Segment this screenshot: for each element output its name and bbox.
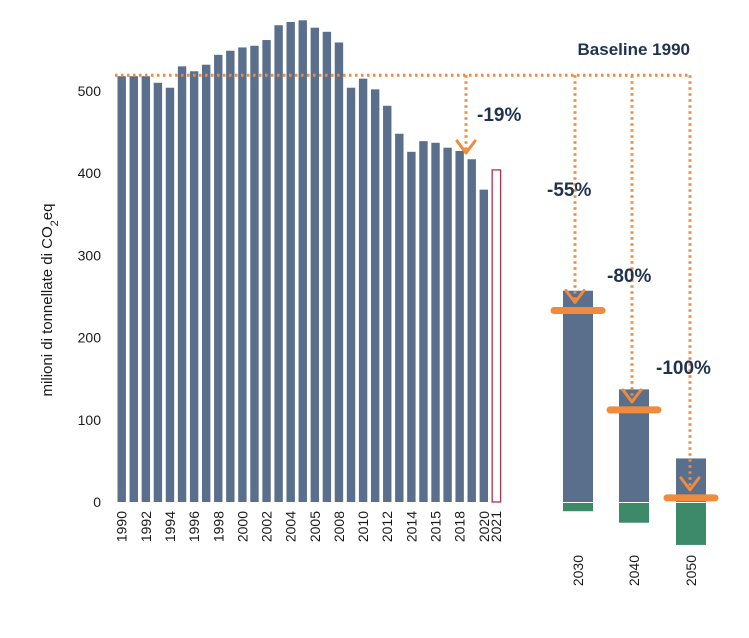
bar-2016	[431, 142, 440, 502]
bar-1993	[153, 82, 163, 502]
bar-1997	[201, 64, 211, 503]
x-tick-2020: 2020	[476, 511, 492, 542]
bar-1995	[177, 66, 187, 502]
label-2040-pct: -80%	[607, 266, 651, 287]
y-tick-0: 0	[93, 494, 101, 510]
annotations: Baseline 1990 -19% -55% -80% -100%	[115, 40, 711, 492]
bar-2005	[298, 20, 307, 502]
x-tick-1992: 1992	[138, 511, 154, 542]
label-2019-pct: -19%	[477, 105, 521, 126]
y-tick-100: 100	[78, 412, 102, 428]
y-tick-300: 300	[78, 247, 102, 263]
bar-2020	[479, 189, 488, 502]
bar-negative-2050	[676, 503, 706, 545]
label-2050-pct: -100%	[656, 358, 711, 379]
arrow-2040-head	[621, 388, 643, 404]
x-tick-2002: 2002	[259, 511, 275, 542]
bar-1998	[214, 54, 223, 502]
bar-2040	[619, 389, 649, 502]
bar-2018	[455, 151, 464, 503]
y-tick-400: 400	[78, 165, 102, 181]
x-tick-2004: 2004	[283, 511, 299, 542]
y-tick-500: 500	[78, 83, 102, 99]
x-tick-2050: 2050	[683, 555, 699, 586]
historical-bars	[117, 20, 502, 503]
y-axis-label: milioni di tonnellate di CO2eq	[39, 204, 61, 397]
bar-2030	[563, 290, 593, 502]
bar-1996	[189, 71, 199, 502]
x-tick-2005: 2005	[307, 511, 323, 542]
bar-1990	[117, 76, 126, 502]
x-tick-1998: 1998	[210, 511, 226, 542]
x-tick-2000: 2000	[234, 511, 250, 542]
bar-2017	[443, 147, 452, 502]
bar-2014	[407, 151, 416, 502]
x-tick-2040: 2040	[626, 555, 642, 586]
x-tick-2015: 2015	[428, 511, 444, 542]
bar-2011	[370, 89, 380, 502]
bar-1992	[141, 76, 151, 502]
arrow-2019-head	[455, 139, 477, 155]
y-axis-label-main: milioni di tonnellate di CO	[39, 226, 56, 396]
bar-2004	[286, 21, 295, 503]
bar-2006	[310, 27, 320, 503]
bar-2008	[334, 42, 344, 502]
x-tick-1996: 1996	[186, 511, 202, 542]
bar-2007	[322, 31, 332, 502]
y-axis: 0 100 200 300 400 500	[78, 83, 102, 510]
bar-2012	[383, 105, 392, 503]
projection-bars: 2030 2040 2050	[550, 290, 719, 586]
baseline-label: Baseline 1990	[578, 40, 690, 59]
x-tick-2018: 2018	[452, 511, 468, 542]
y-axis-label-sub: 2	[49, 220, 61, 226]
bar-1999	[226, 50, 235, 503]
bar-2015	[419, 141, 428, 502]
x-tick-2012: 2012	[379, 511, 395, 542]
bar-2013	[395, 133, 404, 502]
x-tick-2010: 2010	[355, 511, 371, 542]
bar-2010	[358, 78, 368, 503]
x-tick-2008: 2008	[331, 511, 347, 542]
bar-negative-2040	[619, 503, 649, 523]
bar-2019	[467, 159, 476, 502]
label-2030-pct: -55%	[547, 180, 591, 201]
x-axis-ticks: 1990 1992 1994 1996 1998 2000 2002 2004 2005 2008…	[114, 511, 504, 542]
bar-2002	[262, 40, 271, 502]
x-tick-2021: 2021	[488, 511, 504, 542]
y-axis-label-suffix: eq	[39, 204, 56, 221]
bar-1991	[129, 76, 138, 502]
bar-outline-2021	[491, 169, 502, 503]
bar-2000	[238, 47, 247, 503]
x-tick-2030: 2030	[570, 555, 586, 586]
x-tick-2014: 2014	[403, 511, 419, 542]
bar-negative-2030	[563, 503, 593, 512]
bar-2009	[346, 87, 356, 502]
arrow-2050-head	[679, 476, 701, 492]
y-tick-200: 200	[78, 330, 102, 346]
arrow-2030-head	[564, 288, 586, 304]
bar-2001	[250, 45, 259, 502]
x-tick-1994: 1994	[162, 511, 178, 542]
bar-1994	[165, 87, 175, 502]
x-tick-1990: 1990	[114, 511, 130, 542]
bar-2003	[274, 25, 283, 503]
